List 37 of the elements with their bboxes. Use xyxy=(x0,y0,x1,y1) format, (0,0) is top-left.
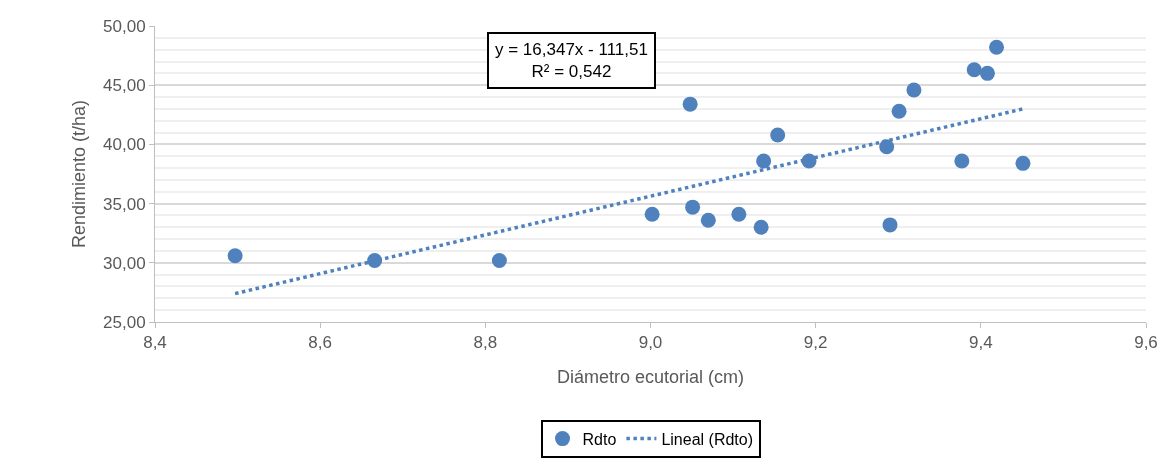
point xyxy=(966,62,982,78)
y-tick-label: 35,00 xyxy=(103,194,146,214)
point xyxy=(979,65,995,81)
x-tick-label: 9,4 xyxy=(969,333,993,353)
point xyxy=(770,127,786,143)
point xyxy=(700,212,716,228)
point xyxy=(1015,155,1031,171)
x-tick-label: 8,4 xyxy=(143,333,167,353)
point xyxy=(882,217,898,233)
annotation: y = 16,347x - 111,51 R² = 0,542 xyxy=(495,40,648,82)
y-axis-title: Rendimiento (t/ha) xyxy=(69,99,90,249)
point xyxy=(753,219,769,235)
point xyxy=(491,252,507,268)
x-tick-label: 8,8 xyxy=(473,333,498,353)
point xyxy=(879,139,895,155)
x-axis-title: Diámetro ecutorial (cm) xyxy=(556,366,745,387)
point xyxy=(891,103,907,119)
point xyxy=(731,206,747,222)
legend-label: Rdto xyxy=(582,430,617,448)
x-tick-label: 9,2 xyxy=(803,333,828,353)
y-tick-label: 25,00 xyxy=(103,312,146,332)
point xyxy=(644,206,660,222)
point xyxy=(227,248,243,264)
x-tick-label: 8,6 xyxy=(308,333,332,353)
point xyxy=(685,199,701,215)
x-tick-label: 9,6 xyxy=(1134,333,1158,353)
y-tick-label: 40,00 xyxy=(103,135,146,155)
point xyxy=(756,153,772,169)
y-tick-label: 30,00 xyxy=(103,253,146,273)
point xyxy=(954,153,970,169)
x-tick-label: 9,0 xyxy=(638,333,663,353)
point xyxy=(682,96,698,112)
point xyxy=(989,39,1005,55)
legend-label: Lineal (Rdto) xyxy=(661,430,754,448)
y-tick-label: 50,00 xyxy=(103,16,146,36)
y-tick-label: 45,00 xyxy=(103,76,146,96)
point xyxy=(906,82,922,98)
